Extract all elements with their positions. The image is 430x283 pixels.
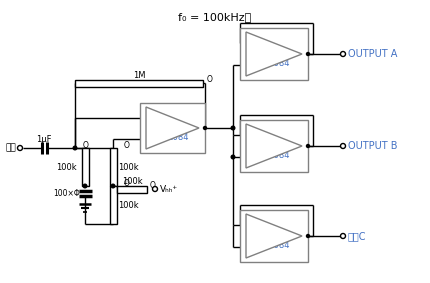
- Text: 100k: 100k: [118, 200, 138, 209]
- Text: f₀ = 100kHz的: f₀ = 100kHz的: [178, 12, 252, 22]
- Bar: [82, 148, 89, 186]
- Bar: [240, 28, 308, 80]
- Text: 1μF: 1μF: [36, 134, 52, 143]
- Text: 1/4
TL084: 1/4 TL084: [264, 140, 289, 160]
- Text: -: -: [249, 38, 252, 48]
- Circle shape: [18, 145, 22, 151]
- Polygon shape: [246, 32, 302, 76]
- Text: 100×Φ: 100×Φ: [53, 188, 80, 198]
- Circle shape: [307, 235, 310, 237]
- Text: OUTPUT B: OUTPUT B: [348, 141, 397, 151]
- Bar: [110, 148, 117, 186]
- Circle shape: [341, 52, 345, 57]
- Bar: [240, 210, 308, 262]
- Circle shape: [153, 186, 157, 192]
- Polygon shape: [246, 124, 302, 168]
- Text: 输出C: 输出C: [348, 231, 366, 241]
- Text: +: +: [249, 242, 257, 252]
- Text: -: -: [249, 220, 252, 230]
- Text: +: +: [149, 134, 157, 143]
- Text: -: -: [149, 113, 153, 123]
- Circle shape: [111, 184, 115, 188]
- Text: +: +: [249, 60, 257, 70]
- Circle shape: [231, 126, 235, 130]
- Circle shape: [203, 127, 206, 130]
- Bar: [110, 186, 117, 224]
- Text: 1M: 1M: [133, 72, 145, 80]
- Text: 1/4
TL084: 1/4 TL084: [163, 122, 188, 142]
- Text: O: O: [150, 181, 156, 190]
- Text: 100k: 100k: [122, 177, 142, 186]
- Text: 1/4
TL084: 1/4 TL084: [264, 230, 289, 250]
- Text: O: O: [124, 179, 130, 188]
- Text: 100k: 100k: [118, 162, 138, 171]
- Text: 1/4
TL084: 1/4 TL084: [264, 48, 289, 68]
- Circle shape: [341, 233, 345, 239]
- Circle shape: [307, 53, 310, 55]
- Circle shape: [73, 146, 77, 150]
- Circle shape: [341, 143, 345, 149]
- Circle shape: [307, 145, 310, 147]
- Bar: [240, 120, 308, 172]
- Text: 输入: 输入: [5, 143, 16, 153]
- Bar: [75, 80, 203, 87]
- Text: O: O: [207, 74, 213, 83]
- Text: -: -: [249, 130, 252, 140]
- Text: Vₕₕ⁺: Vₕₕ⁺: [160, 185, 178, 194]
- Circle shape: [83, 184, 87, 188]
- Text: O: O: [83, 142, 89, 151]
- Text: +: +: [249, 152, 257, 162]
- Circle shape: [231, 155, 235, 159]
- Polygon shape: [246, 214, 302, 258]
- Bar: [117, 185, 147, 192]
- Text: 100k: 100k: [56, 162, 77, 171]
- Text: OUTPUT A: OUTPUT A: [348, 49, 397, 59]
- Text: O: O: [124, 142, 130, 151]
- Bar: [140, 103, 205, 153]
- Polygon shape: [146, 107, 199, 149]
